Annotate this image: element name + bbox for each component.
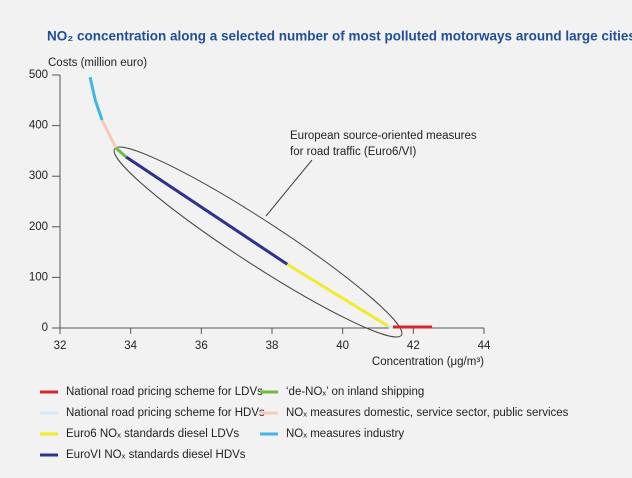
- cost-curve-segment: [125, 155, 289, 266]
- legend-label: National road pricing scheme for HDVs: [66, 407, 265, 419]
- annotation: European source-oriented measures: [290, 130, 477, 142]
- y-tick-label: 200: [29, 221, 48, 233]
- annotation: for road traffic (Euro6/VI): [290, 146, 417, 158]
- x-tick-label: 34: [124, 340, 137, 352]
- annotation-pointer: [265, 159, 313, 217]
- x-tick-label: 42: [407, 340, 420, 352]
- y-tick-label: 400: [29, 120, 48, 132]
- y-tick-label: 100: [29, 271, 48, 283]
- x-tick-label: 44: [478, 340, 491, 352]
- y-tick-label: 500: [29, 69, 48, 81]
- legend-label: ‘de-NOₓ’ on inland shipping: [286, 386, 424, 398]
- x-tick-label: 38: [266, 340, 279, 352]
- cost-curve-segment: [88, 76, 104, 121]
- legend-label: NOₓ measures industry: [286, 428, 404, 440]
- y-axis-label: Costs (million euro): [48, 57, 147, 69]
- cost-curve-segment: [286, 262, 389, 328]
- x-tick-label: 32: [54, 340, 67, 352]
- x-axis-label: Concentration (μg/m³): [372, 356, 484, 368]
- y-tick-label: 300: [29, 170, 48, 182]
- cost-curve-segment: [114, 146, 128, 159]
- legend-label: NOₓ measures domestic, service sector, p…: [286, 407, 569, 419]
- chart-title: NO₂ concentration along a selected numbe…: [47, 29, 632, 44]
- legend-label: EuroVI NOₓ standards diesel HDVs: [66, 449, 246, 461]
- legend-label: National road pricing scheme for LDVs: [66, 386, 263, 398]
- y-tick-label: 0: [42, 322, 48, 334]
- cost-curve-segment: [100, 119, 118, 149]
- highlight-ellipse: [113, 146, 403, 338]
- x-tick-label: 40: [336, 340, 349, 352]
- legend-label: Euro6 NOₓ standards diesel LDVs: [66, 428, 239, 440]
- x-tick-label: 36: [195, 340, 208, 352]
